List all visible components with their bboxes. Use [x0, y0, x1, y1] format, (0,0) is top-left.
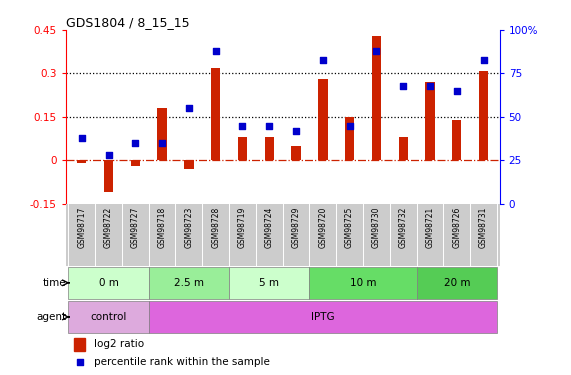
Bar — [372, 36, 381, 160]
Bar — [104, 160, 113, 192]
Bar — [345, 117, 354, 160]
Point — [425, 82, 435, 88]
Bar — [264, 137, 274, 160]
FancyBboxPatch shape — [309, 267, 417, 298]
Text: control: control — [90, 312, 127, 322]
Text: GSM98731: GSM98731 — [479, 207, 488, 248]
Text: GSM98726: GSM98726 — [452, 207, 461, 248]
FancyBboxPatch shape — [229, 267, 309, 298]
Bar — [399, 137, 408, 160]
Text: GSM98722: GSM98722 — [104, 207, 113, 248]
Point — [75, 359, 85, 365]
Point — [345, 123, 354, 129]
Point — [77, 135, 86, 141]
Bar — [479, 70, 488, 160]
Point — [291, 128, 300, 134]
Point — [131, 140, 140, 146]
FancyBboxPatch shape — [417, 267, 497, 298]
Bar — [211, 68, 220, 160]
Bar — [77, 160, 86, 163]
Bar — [318, 79, 328, 160]
Point — [372, 48, 381, 54]
Point — [479, 57, 488, 63]
FancyBboxPatch shape — [69, 267, 148, 298]
Point — [265, 123, 274, 129]
Bar — [425, 82, 435, 160]
Point — [104, 152, 113, 158]
Bar — [238, 137, 247, 160]
Text: 10 m: 10 m — [350, 278, 376, 288]
Text: GSM98720: GSM98720 — [318, 207, 327, 248]
Bar — [184, 160, 194, 169]
Bar — [158, 108, 167, 160]
Text: IPTG: IPTG — [311, 312, 335, 322]
FancyBboxPatch shape — [69, 301, 148, 333]
Point — [318, 57, 327, 63]
Text: time: time — [43, 278, 66, 288]
Text: GSM98721: GSM98721 — [425, 207, 435, 248]
Text: 0 m: 0 m — [99, 278, 118, 288]
Text: GSM98727: GSM98727 — [131, 207, 140, 248]
Bar — [74, 338, 85, 351]
Bar — [452, 120, 461, 160]
Point — [452, 88, 461, 94]
Text: agent: agent — [36, 312, 66, 322]
Text: GSM98717: GSM98717 — [77, 207, 86, 248]
Point — [158, 140, 167, 146]
Text: log2 ratio: log2 ratio — [94, 339, 144, 350]
Text: GSM98725: GSM98725 — [345, 207, 354, 248]
Text: percentile rank within the sample: percentile rank within the sample — [94, 357, 270, 367]
Bar — [131, 160, 140, 166]
Point — [211, 48, 220, 54]
Text: GSM98728: GSM98728 — [211, 207, 220, 248]
Text: GSM98723: GSM98723 — [184, 207, 194, 248]
Point — [238, 123, 247, 129]
FancyBboxPatch shape — [148, 301, 497, 333]
Text: GSM98732: GSM98732 — [399, 207, 408, 248]
Text: GSM98730: GSM98730 — [372, 207, 381, 248]
Point — [184, 105, 194, 111]
Text: 2.5 m: 2.5 m — [174, 278, 204, 288]
Text: 5 m: 5 m — [259, 278, 279, 288]
Text: GSM98724: GSM98724 — [265, 207, 274, 248]
Text: GDS1804 / 8_15_15: GDS1804 / 8_15_15 — [66, 16, 190, 29]
Text: GSM98718: GSM98718 — [158, 207, 167, 248]
Text: 20 m: 20 m — [444, 278, 470, 288]
FancyBboxPatch shape — [148, 267, 229, 298]
Text: GSM98729: GSM98729 — [292, 207, 300, 248]
Text: GSM98719: GSM98719 — [238, 207, 247, 248]
Point — [399, 82, 408, 88]
Bar — [291, 146, 301, 160]
